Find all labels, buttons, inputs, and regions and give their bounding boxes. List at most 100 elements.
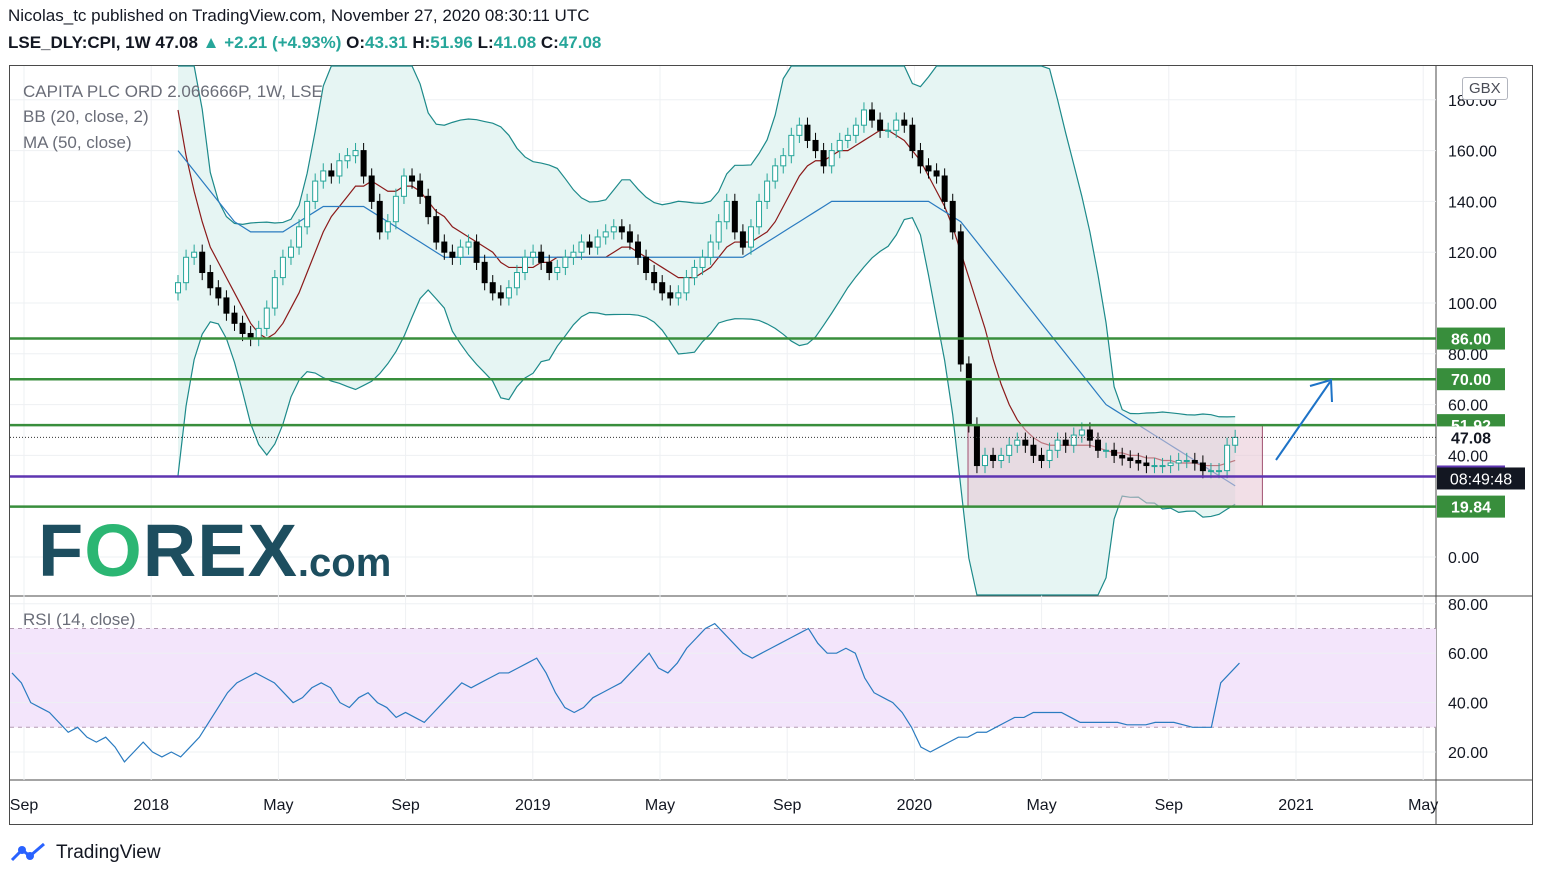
high-value: 51.96 [430,33,473,52]
legend-bb: BB (20, close, 2) [23,107,149,126]
candle-body [1167,462,1174,467]
publisher-line: Nicolas_tc published on TradingView.com,… [8,6,590,25]
candle-body [1038,454,1045,461]
forex-logo: FOREX.com [38,509,392,592]
candle-body [425,195,432,218]
candle-body [731,200,738,233]
y-tick-label: 120.00 [1448,245,1497,262]
candle-body [255,327,262,340]
rsi-band [10,628,1436,728]
candle-body [659,282,666,294]
level-label-bg [1437,495,1505,518]
candle-body [634,241,641,258]
x-tick-label: May [263,797,293,814]
x-tick-label: 2020 [897,797,933,814]
x-tick-label: 2019 [515,797,551,814]
candle-body [990,454,997,461]
candle-body [852,124,859,136]
candle-body [312,180,319,202]
candle-body [287,246,294,258]
candle-body [384,221,391,233]
candle-body [223,297,230,314]
y-tick-label: 60.00 [1448,398,1488,415]
candle-body [1183,459,1190,462]
candle-body [683,277,690,294]
chart-frame [9,65,1533,825]
y-tick-label: 0.00 [1448,550,1479,567]
candle-body [594,236,601,248]
currency-badge[interactable]: GBX [1462,77,1508,100]
candle-body [949,200,956,233]
x-tick-label: 2018 [133,797,169,814]
candle-body [1046,449,1053,461]
candle-body [893,119,900,131]
candle-body [320,170,327,182]
close-label: C: [540,33,559,52]
level-label-bg [1437,327,1505,350]
candle-body [675,292,682,299]
candle-body [1119,454,1126,459]
candle-body [497,292,504,299]
candle-body [562,256,569,268]
candle-body [747,226,754,248]
candle-body [1054,439,1061,451]
tradingview-footer[interactable]: TradingView [10,842,161,864]
candle-body [643,256,650,274]
candle-body [368,175,375,202]
candle-body [780,155,787,167]
candle-body [465,241,472,248]
candle-body [877,119,884,131]
candle-body [344,155,351,162]
candle-body [376,200,383,233]
candle-body [869,109,876,121]
candle-body [626,231,633,243]
candle-body [667,292,674,299]
low-label: L: [477,33,494,52]
candle-body [360,150,367,177]
open-value: 43.31 [365,33,408,52]
x-tick-label: Sep [773,797,802,814]
candle-body [417,180,424,197]
candle-body [1191,459,1198,464]
candle-body [570,251,577,258]
legend-rsi: RSI (14, close) [23,610,136,629]
candle-body [1216,470,1223,473]
candle-body [457,246,464,258]
candle-body [973,424,980,467]
candle-body [691,266,698,279]
candle-body [885,129,892,132]
candle-body [1127,457,1134,461]
candle-body [1175,459,1182,464]
candle-body [1030,444,1037,456]
candle-body [546,261,553,274]
rsi-tick-label: 20.00 [1448,745,1488,762]
candle-body [409,175,416,182]
candle-body [788,134,795,157]
candle-body [489,282,496,294]
candle-body [901,119,908,126]
last-price-bg [1437,426,1505,449]
candle-body [957,231,964,365]
candle-body [1094,439,1101,451]
candle-body [175,282,181,294]
candle-body [296,226,303,248]
x-tick-label: Sep [10,797,39,814]
candle-body [998,454,1005,461]
candle-body [433,216,440,243]
up-arrow-icon: ▲ [202,33,220,52]
forecast-arrow-line [1275,381,1331,461]
candle-body [538,251,545,263]
level-label: 19.84 [1451,500,1491,517]
candle-body [513,272,520,289]
candle-body [392,195,399,223]
y-tick-label: 100.00 [1448,296,1497,313]
candle-body [1022,439,1029,446]
footer-brand: TradingView [56,842,161,863]
candle-body [820,150,827,167]
candle-body [1199,462,1206,472]
candle-body [586,241,593,248]
candle-body [860,109,867,126]
candle-body [481,261,488,284]
candle-body [1062,439,1069,446]
